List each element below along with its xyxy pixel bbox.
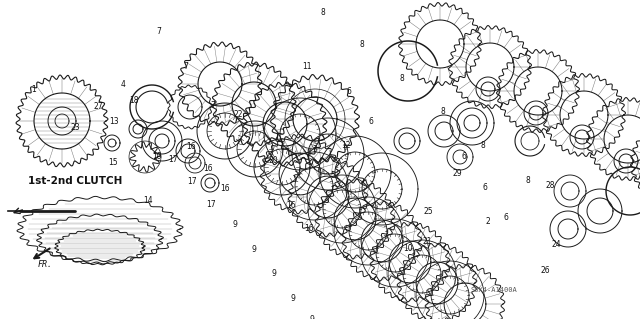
Text: 2: 2 <box>485 217 490 226</box>
Text: 23: 23 <box>70 123 81 132</box>
Text: 16: 16 <box>203 164 213 173</box>
Text: 9: 9 <box>232 220 237 229</box>
Text: 1st-2nd CLUTCH: 1st-2nd CLUTCH <box>28 176 122 186</box>
Text: 6: 6 <box>483 183 488 192</box>
Text: 12: 12 <box>341 141 350 150</box>
Text: S0X4-A1400A: S0X4-A1400A <box>470 287 517 293</box>
Text: 8: 8 <box>359 40 364 49</box>
Text: 8: 8 <box>321 8 326 17</box>
Text: 17: 17 <box>168 155 178 164</box>
Text: 25: 25 <box>424 207 434 216</box>
Text: 22: 22 <box>234 110 243 119</box>
Text: 13: 13 <box>109 117 119 126</box>
Text: 21: 21 <box>423 237 432 246</box>
Text: 20: 20 <box>268 156 278 165</box>
Text: 6: 6 <box>369 117 374 126</box>
Text: 17: 17 <box>206 200 216 209</box>
Text: 16: 16 <box>186 142 196 151</box>
Text: FR.: FR. <box>38 260 53 269</box>
Text: 28: 28 <box>546 181 555 189</box>
Text: 6: 6 <box>461 152 467 161</box>
Text: 9: 9 <box>310 315 315 319</box>
Text: 29: 29 <box>452 169 463 178</box>
Text: 6: 6 <box>503 213 508 222</box>
Text: 6: 6 <box>346 87 351 96</box>
Text: 8: 8 <box>440 107 445 116</box>
Text: 14: 14 <box>143 197 154 205</box>
Text: 17: 17 <box>187 177 197 186</box>
Text: 16: 16 <box>220 184 230 193</box>
Text: 11: 11 <box>303 63 312 71</box>
Text: 26: 26 <box>540 266 550 275</box>
Text: 9: 9 <box>271 269 276 278</box>
Text: 1: 1 <box>31 85 36 94</box>
Text: 9: 9 <box>252 245 257 254</box>
Text: 16: 16 <box>286 201 296 210</box>
Text: 8: 8 <box>399 74 404 83</box>
Text: 24: 24 <box>552 240 562 249</box>
Text: 8: 8 <box>525 176 531 185</box>
Text: 7: 7 <box>210 101 215 110</box>
Text: 15: 15 <box>108 158 118 167</box>
Text: 5: 5 <box>330 171 335 180</box>
Text: 7: 7 <box>156 27 161 36</box>
Text: 18: 18 <box>130 96 139 105</box>
Text: 16: 16 <box>304 224 314 233</box>
Text: 3: 3 <box>312 145 317 154</box>
Text: 7: 7 <box>183 63 188 71</box>
Text: 19: 19 <box>152 152 162 161</box>
Text: 27: 27 <box>93 102 103 111</box>
Text: 10: 10 <box>403 244 413 253</box>
Text: 8: 8 <box>481 141 486 150</box>
Text: 4: 4 <box>120 80 125 89</box>
Text: 9: 9 <box>291 294 296 303</box>
